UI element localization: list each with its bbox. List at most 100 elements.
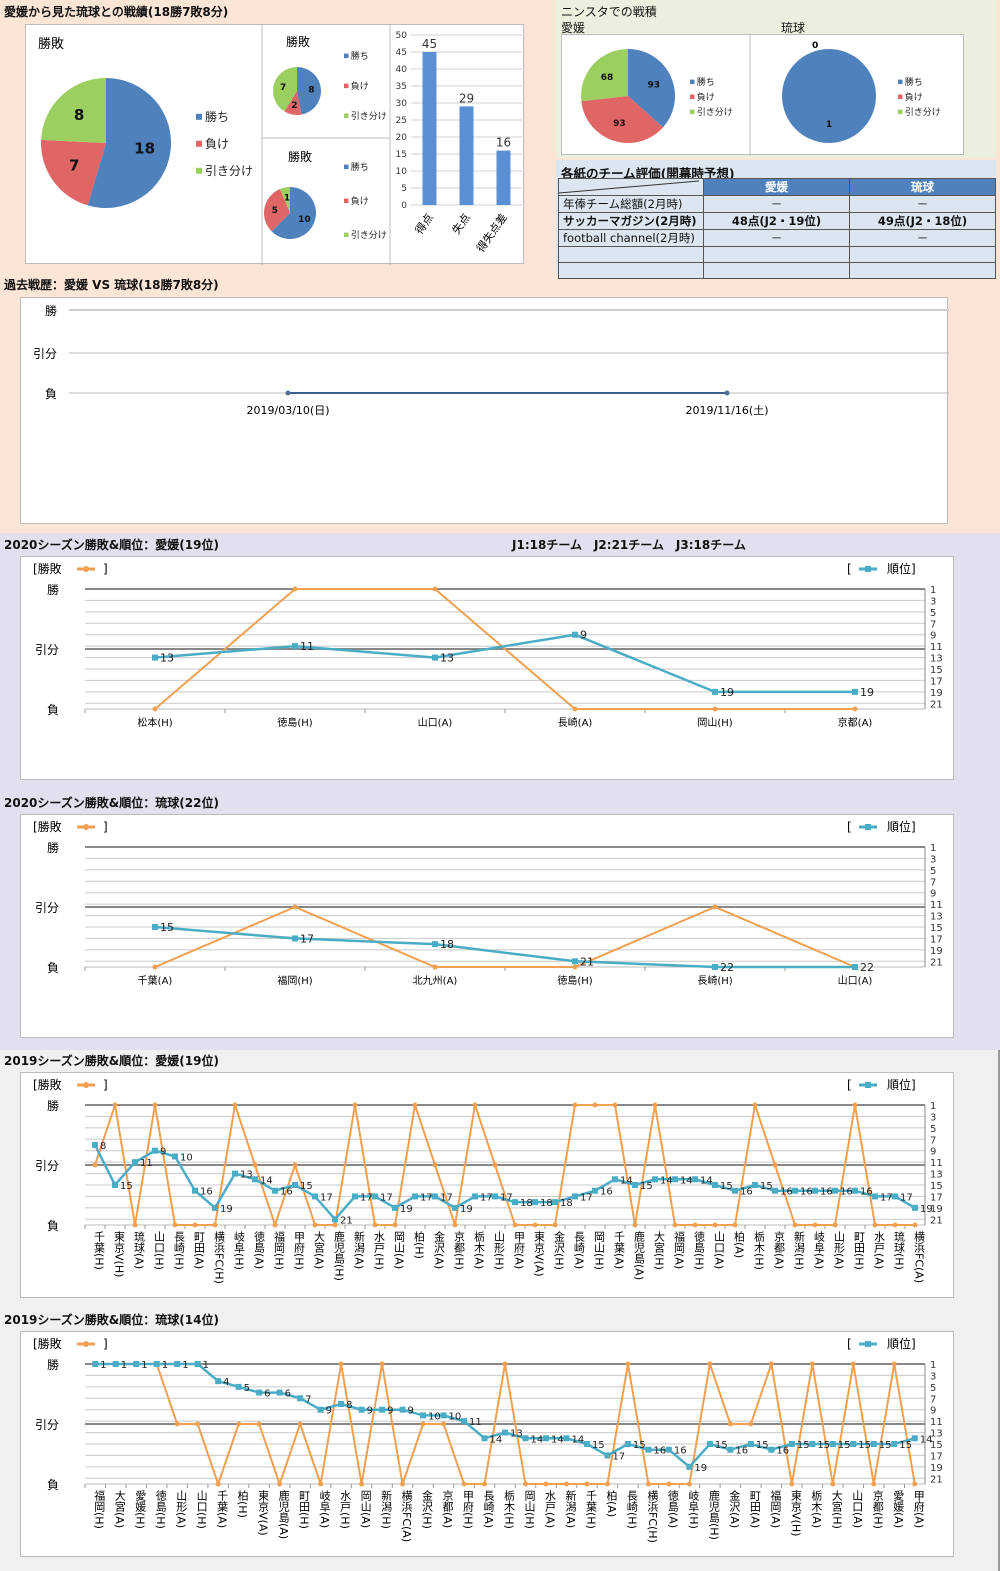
result-point: [292, 904, 298, 910]
x-tick-label: 福岡(A): [673, 1230, 686, 1269]
eval-cell-ryukyu: －: [849, 229, 996, 247]
result-point: [672, 1222, 678, 1228]
rank-point: [852, 1187, 858, 1194]
rank-data-label: 19: [860, 686, 874, 699]
rank-data-label: 7: [305, 1394, 311, 1405]
x-tick-label: 徳島(H): [277, 716, 312, 729]
pie-2-label: 7: [280, 83, 286, 93]
result-point: [604, 1481, 610, 1487]
rank-point: [153, 1361, 160, 1367]
chart-2020-ryukyu-title: 2020シーズン勝敗&順位：琉球(22位): [4, 796, 219, 810]
pie-3-label: 10: [298, 215, 311, 225]
bar-value-label: 16: [496, 136, 511, 150]
rank-point: [292, 1182, 298, 1188]
legend-result-close: ]: [103, 820, 108, 834]
result-point: [666, 1481, 672, 1487]
result-point: [724, 390, 730, 396]
y-tick-label: 0: [401, 201, 407, 211]
rank-point: [92, 1142, 98, 1148]
rank-data-label: 1: [141, 1360, 147, 1371]
result-point: [92, 1162, 98, 1168]
ninsta-ehime-label: 68: [601, 73, 614, 83]
x-tick-label: 徳島(H): [693, 1231, 706, 1270]
result-point: [532, 1222, 538, 1228]
rank-data-label: 19: [920, 1204, 933, 1215]
legend-result-marker: [83, 566, 89, 572]
x-tick-label: 新潟(H): [380, 1489, 393, 1529]
ninsta-ehime-legend-label: 勝ち: [697, 76, 715, 88]
result-point: [152, 706, 158, 712]
ninsta-ryukyu-legend-label: 引き分け: [905, 107, 941, 118]
y-tick-label: 30: [396, 99, 408, 109]
result-point: [352, 1102, 358, 1108]
rank-point: [332, 1216, 338, 1223]
x-tick-label: 千葉(A): [138, 974, 173, 987]
x-tick-label: 福岡(H): [273, 1230, 286, 1270]
rank-point: [379, 1406, 386, 1413]
result-point: [292, 586, 298, 592]
legend-rank-marker: [865, 1341, 871, 1347]
x-tick-label: 柏(A): [605, 1489, 618, 1517]
ninsta-ehime-label: 93: [613, 119, 626, 129]
x-tick-label: 水戸(A): [873, 1231, 886, 1269]
eval-cell-label: [558, 262, 704, 279]
result-point: [232, 1102, 238, 1108]
rank-point: [892, 1193, 898, 1200]
rank-data-label: 16: [780, 1187, 793, 1198]
rank-series-line: [93, 1144, 916, 1222]
rank-point: [752, 1182, 758, 1188]
rank-data-label: 15: [817, 1440, 830, 1451]
rank-point: [432, 941, 438, 948]
result-point: [522, 1481, 528, 1487]
rank-data-label: 18: [520, 1198, 533, 1209]
eval-row: サッカーマガジン(2月時) 48点(J2・19位) 49点(J2・18位): [558, 212, 996, 230]
rank-data-label: 18: [560, 1198, 573, 1209]
x-tick-label: 甲府(A): [513, 1231, 526, 1269]
rank-point: [552, 1199, 558, 1206]
x-tick-label: 鹿児島(H): [333, 1230, 346, 1281]
pie-3-legend-swatch: [344, 198, 349, 204]
rank-point: [829, 1441, 836, 1447]
rank-point: [352, 1193, 358, 1200]
rank-tick-label: 9: [930, 1406, 936, 1417]
result-point: [612, 1102, 618, 1108]
rank-point: [481, 1435, 488, 1442]
rank-data-label: 15: [858, 1440, 871, 1451]
legend-result-close: ]: [103, 1078, 108, 1092]
x-tick-label: 東京V(H): [789, 1490, 802, 1537]
rank-data-label: 10: [180, 1152, 193, 1163]
result-point: [420, 1421, 426, 1427]
rank-point: [891, 1441, 898, 1447]
rank-tick-label: 5: [930, 1383, 936, 1394]
rank-point: [492, 1193, 498, 1200]
legend-rank-open: [: [847, 820, 852, 834]
chart-2020-ryukyu: [勝敗][順位] 1 3 5 7 9 11 13 15 17 19 21 勝引分負千葉(A) 福岡(H) 北…: [20, 814, 954, 1038]
eval-corner: [558, 178, 704, 196]
legend-result-label: [勝敗: [33, 819, 62, 834]
result-point: [432, 964, 438, 970]
x-tick-label: 町田(A): [748, 1490, 761, 1528]
result-point: [482, 1481, 488, 1487]
result-point: [692, 1222, 698, 1228]
result-series-line: [154, 588, 855, 710]
legend-result-label: [勝敗: [33, 1077, 62, 1092]
rank-tick-label: 3: [930, 1371, 936, 1382]
rank-data-label: 15: [120, 1181, 133, 1192]
rank-point: [317, 1406, 324, 1413]
x-tick-label: 長崎(A): [573, 1231, 586, 1269]
x-tick-label: 徳島(H): [557, 974, 592, 987]
bar: [496, 150, 511, 205]
rank-tick-label: 5: [930, 866, 936, 877]
ninsta-ryukyu-legend-label: 負け: [905, 91, 923, 103]
result-axis-label: 勝: [47, 1098, 59, 1113]
legend-rank-marker: [865, 824, 871, 830]
x-tick-label: 東京V(A): [533, 1231, 546, 1277]
x-tick-label: 千葉(A): [613, 1231, 626, 1269]
x-tick-label: 京都(H): [453, 1230, 466, 1270]
rank-tick-label: 21: [930, 699, 943, 710]
result-point: [543, 1481, 549, 1487]
rank-tick-label: 7: [930, 1394, 936, 1405]
result-axis-label: 勝: [47, 1357, 59, 1372]
rank-tick-label: 11: [930, 1417, 943, 1428]
